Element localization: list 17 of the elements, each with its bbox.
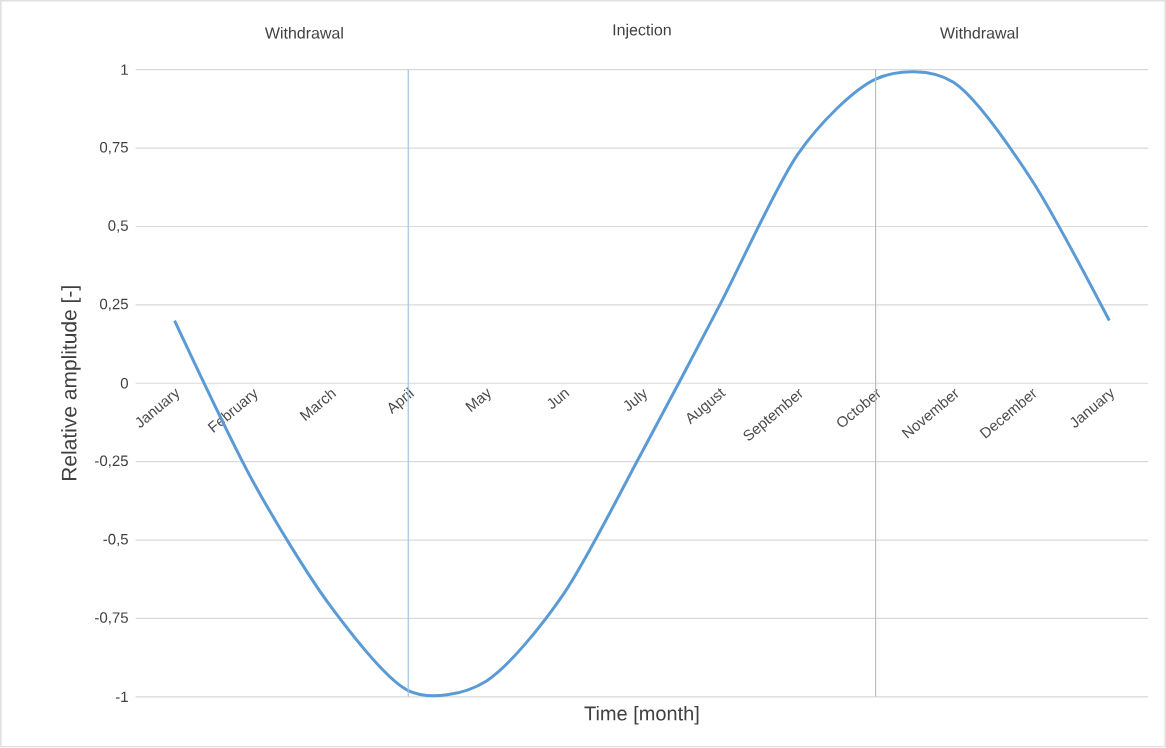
y-tick-label: 0,25 [100,298,128,312]
y-tick-label: -0,5 [103,534,128,547]
x-axis-title: Time [month] [584,706,699,725]
text: Withdrawal [940,27,1018,39]
y-tick-label: 0,5 [108,220,128,233]
x-tick-label: Jun [547,390,570,410]
y-axis-title: Relative amplitude [-] [61,286,81,481]
text: Withdrawal [264,27,343,39]
x-tick-label: May [465,388,491,413]
y-tick-label: 0,75 [100,142,128,155]
text: Injection [613,23,671,39]
y-tick-label: 1 [121,64,128,76]
y-tick-label: -0,25 [95,455,128,469]
y-tick-label: 0 [120,378,128,389]
y-tick-label: -0,75 [95,612,128,625]
x-tick-label: July [623,389,647,412]
y-tick-label: -1 [115,691,128,703]
